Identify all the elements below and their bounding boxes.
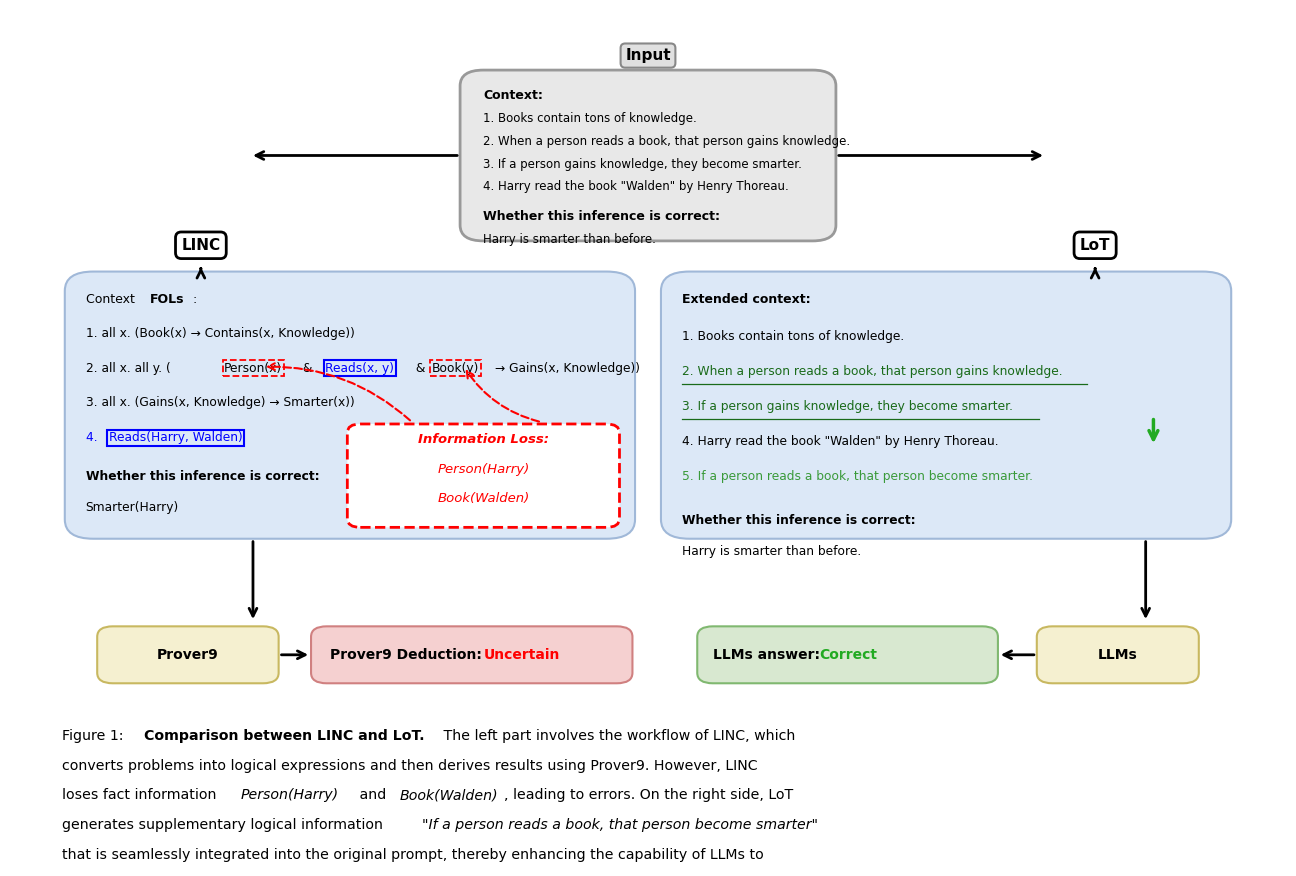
FancyBboxPatch shape [97,626,279,683]
Text: loses fact information: loses fact information [62,788,222,802]
Text: 3. If a person gains knowledge, they become smarter.: 3. If a person gains knowledge, they bec… [483,158,802,171]
Text: Reads(x, y): Reads(x, y) [325,362,394,375]
Text: Input: Input [625,48,671,63]
Text: Person(Harry): Person(Harry) [241,788,340,802]
Text: FOLs: FOLs [150,293,185,307]
Text: 1. Books contain tons of knowledge.: 1. Books contain tons of knowledge. [682,330,903,343]
FancyBboxPatch shape [661,272,1231,539]
Text: Whether this inference is correct:: Whether this inference is correct: [86,470,319,483]
FancyBboxPatch shape [697,626,998,683]
Text: Person(Harry): Person(Harry) [437,463,530,477]
Text: The left part involves the workflow of LINC, which: The left part involves the workflow of L… [439,729,796,743]
Text: Extended context:: Extended context: [682,293,810,307]
Text: Information Loss:: Information Loss: [417,433,550,446]
Text: :: : [189,293,197,307]
Text: "If a person reads a book, that person become smarter": "If a person reads a book, that person b… [422,818,819,832]
Text: 3. all x. (Gains(x, Knowledge) → Smarter(x)): 3. all x. (Gains(x, Knowledge) → Smarter… [86,397,354,409]
Text: Reads(Harry, Walden): Reads(Harry, Walden) [109,432,242,444]
FancyBboxPatch shape [460,70,836,241]
Text: → Gains(x, Knowledge)): → Gains(x, Knowledge)) [495,362,640,375]
Text: Context:: Context: [483,89,543,102]
Text: Book(y): Book(y) [432,362,480,375]
Text: and: and [355,788,391,802]
Text: &: & [412,362,425,375]
Text: 5. If a person reads a book, that person become smarter.: 5. If a person reads a book, that person… [682,470,1033,483]
Text: Prover9: Prover9 [157,648,219,661]
Text: 4. Harry read the book "Walden" by Henry Thoreau.: 4. Harry read the book "Walden" by Henry… [682,435,998,449]
Text: 2. all x. all y. (: 2. all x. all y. ( [86,362,170,375]
FancyBboxPatch shape [311,626,632,683]
Text: Smarter(Harry): Smarter(Harry) [86,501,179,514]
Text: 4.: 4. [86,432,101,444]
Text: Person(x): Person(x) [224,362,283,375]
Text: Prover9 Deduction:: Prover9 Deduction: [330,648,487,661]
FancyBboxPatch shape [1037,626,1199,683]
Text: &: & [299,362,316,375]
Text: 2. When a person reads a book, that person gains knowledge.: 2. When a person reads a book, that pers… [483,135,850,148]
FancyBboxPatch shape [347,424,619,527]
Text: 1. all x. (Book(x) → Contains(x, Knowledge)): 1. all x. (Book(x) → Contains(x, Knowled… [86,327,354,340]
Text: 2. When a person reads a book, that person gains knowledge.: 2. When a person reads a book, that pers… [682,365,1063,378]
Text: LINC: LINC [181,237,220,253]
Text: 3. If a person gains knowledge, they become smarter.: 3. If a person gains knowledge, they bec… [682,400,1012,413]
Text: Uncertain: Uncertain [483,648,560,661]
Text: LLMs answer:: LLMs answer: [713,648,824,661]
Text: 4. Harry read the book "Walden" by Henry Thoreau.: 4. Harry read the book "Walden" by Henry… [483,180,789,194]
Text: converts problems into logical expressions and then derives results using Prover: converts problems into logical expressio… [62,759,758,773]
Text: Correct: Correct [819,648,877,661]
Text: that is seamlessly integrated into the original prompt, thereby enhancing the ca: that is seamlessly integrated into the o… [62,848,763,862]
Text: Figure 1:: Figure 1: [62,729,128,743]
Text: , leading to errors. On the right side, LoT: , leading to errors. On the right side, … [504,788,793,802]
Text: Context: Context [86,293,139,307]
Text: Book(Walden): Book(Walden) [437,492,530,505]
Text: Whether this inference is correct:: Whether this inference is correct: [682,514,915,527]
Text: Harry is smarter than before.: Harry is smarter than before. [483,233,656,246]
FancyBboxPatch shape [65,272,635,539]
Text: LLMs: LLMs [1098,648,1138,661]
Text: Whether this inference is correct:: Whether this inference is correct: [483,210,721,223]
Text: 1. Books contain tons of knowledge.: 1. Books contain tons of knowledge. [483,112,697,125]
Text: Comparison between LINC and LoT.: Comparison between LINC and LoT. [144,729,425,743]
Text: LoT: LoT [1080,237,1111,253]
Text: Harry is smarter than before.: Harry is smarter than before. [682,546,861,559]
Text: generates supplementary logical information: generates supplementary logical informat… [62,818,388,832]
Text: Book(Walden): Book(Walden) [399,788,498,802]
